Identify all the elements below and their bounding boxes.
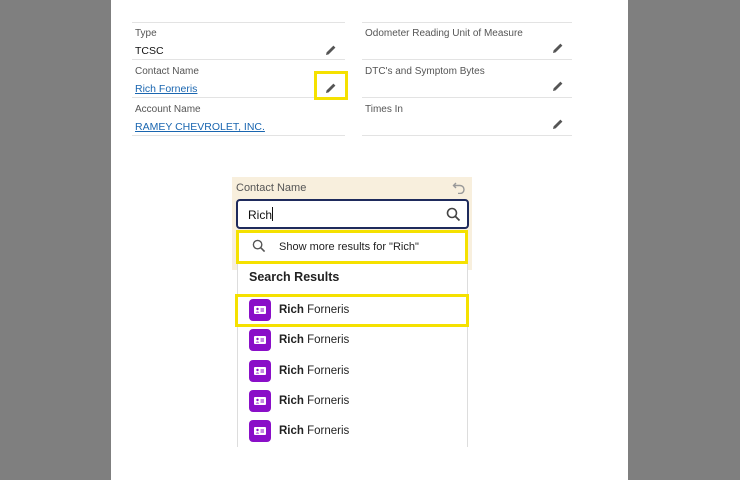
search-result-item[interactable]: Rich Forneris — [237, 386, 468, 416]
contact-icon — [249, 359, 271, 382]
match-text: Rich — [279, 364, 304, 377]
lookup-label: Contact Name — [236, 182, 307, 194]
search-result-item[interactable]: Rich Forneris — [237, 325, 468, 355]
rest-text: Forneris — [303, 425, 350, 438]
field-times-in: Times In — [362, 98, 572, 136]
contact-search-input[interactable]: Rich — [236, 199, 469, 229]
divider — [132, 22, 345, 23]
highlight-box — [236, 230, 468, 264]
search-icon[interactable] — [446, 207, 461, 222]
search-icon — [252, 239, 266, 253]
match-text: Rich — [279, 425, 304, 438]
field-label: Times In — [365, 104, 403, 115]
field-contact-name: Contact Name Rich Forneris — [132, 60, 345, 98]
show-more-label: Show more results for "Rich" — [279, 241, 419, 253]
rest-text: Forneris — [303, 394, 350, 407]
match-text: Rich — [279, 334, 304, 347]
field-label: DTC's and Symptom Bytes — [365, 66, 485, 77]
contact-icon — [249, 299, 271, 321]
field-odometer-unit: Odometer Reading Unit of Measure — [362, 22, 572, 60]
search-result-item[interactable]: Rich Forneris — [237, 295, 468, 325]
rest-text: Forneris — [303, 364, 350, 377]
pencil-icon[interactable] — [325, 44, 337, 56]
field-label: Type — [135, 28, 157, 39]
rest-text: Forneris — [303, 304, 350, 316]
rest-text: Forneris — [303, 334, 350, 347]
pencil-icon[interactable] — [552, 42, 564, 54]
results-heading: Search Results — [249, 270, 340, 284]
search-result-item[interactable]: Rich Forneris — [237, 356, 468, 386]
contact-icon — [249, 420, 271, 443]
field-type: Type TCSC — [132, 22, 345, 60]
contact-link[interactable]: Rich Forneris — [135, 83, 198, 95]
match-text: Rich — [279, 394, 304, 407]
contact-icon — [249, 389, 271, 412]
field-account-name: Account Name RAMEY CHEVROLET, INC. — [132, 98, 345, 136]
highlight-box — [314, 71, 348, 100]
input-value: Rich — [248, 208, 273, 222]
field-dtc-bytes: DTC's and Symptom Bytes — [362, 60, 572, 98]
show-more-results[interactable]: Show more results for "Rich" — [238, 232, 466, 262]
search-result-item[interactable]: Rich Forneris — [237, 416, 468, 446]
highlight-box — [235, 294, 469, 327]
pencil-icon[interactable] — [552, 80, 564, 92]
account-link[interactable]: RAMEY CHEVROLET, INC. — [135, 121, 265, 133]
field-label: Contact Name — [135, 66, 199, 77]
divider — [362, 22, 572, 23]
pencil-icon[interactable] — [325, 82, 337, 94]
field-label: Odometer Reading Unit of Measure — [365, 28, 523, 39]
contact-icon — [249, 329, 271, 352]
field-value: TCSC — [135, 45, 164, 57]
pencil-icon[interactable] — [552, 118, 564, 130]
search-results-dropdown — [237, 231, 468, 447]
undo-icon[interactable] — [452, 180, 466, 194]
match-text: Rich — [279, 304, 304, 316]
field-label: Account Name — [135, 104, 201, 115]
